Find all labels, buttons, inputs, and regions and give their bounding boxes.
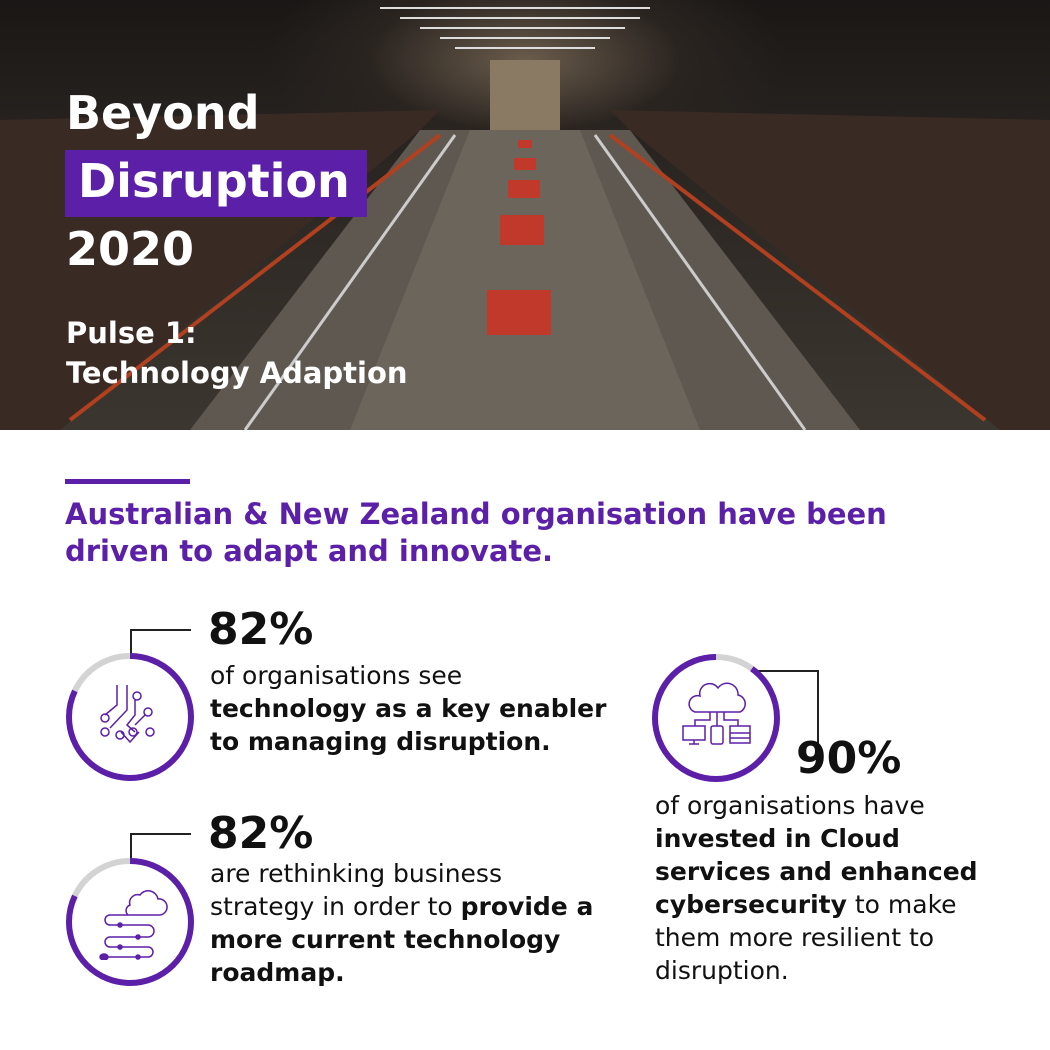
section-heading: Australian & New Zealand organisation ha… xyxy=(65,497,887,568)
stat-text-tail: to make them more resilient to disruptio… xyxy=(655,890,957,985)
ring-fill xyxy=(66,653,194,781)
pulse-label: Pulse 1: xyxy=(66,316,197,350)
hero-banner: Beyond Disruption 2020 Pulse 1: Technolo… xyxy=(0,0,1050,430)
progress-ring xyxy=(66,858,194,986)
progress-ring xyxy=(652,654,780,782)
stat-description: of organisations see technology as a key… xyxy=(210,659,610,758)
connector-line xyxy=(130,833,191,860)
ring-fill xyxy=(652,654,780,782)
stat-percent: 90% xyxy=(796,733,902,784)
cloud-devices-icon xyxy=(682,682,751,745)
accent-rule xyxy=(65,479,190,484)
connector-line xyxy=(130,629,191,656)
progress-ring xyxy=(66,653,194,781)
stat-text: are rethinking business strategy in orde… xyxy=(210,859,502,921)
stat-text: of organisations have xyxy=(655,791,925,820)
pulse-topic: Technology Adaption xyxy=(66,356,408,390)
title-year: 2020 xyxy=(66,222,195,276)
stat-text-bold: technology as a key enabler to managing … xyxy=(210,694,607,756)
stat-description: of organisations have invested in Cloud … xyxy=(655,789,995,987)
stat-text-bold: invested in Cloud services and enhanced … xyxy=(655,824,978,919)
stat-description: are rethinking business strategy in orde… xyxy=(210,857,600,989)
stat-percent: 82% xyxy=(208,604,314,655)
stat-text: of organisations see xyxy=(210,661,463,690)
ring-fill xyxy=(66,858,194,986)
cloud-roadmap-icon xyxy=(99,890,168,960)
title-line-1: Beyond xyxy=(66,86,260,140)
title-line-2: Disruption xyxy=(78,154,350,208)
connector-line xyxy=(757,670,819,756)
circuit-icon xyxy=(100,685,155,744)
stat-percent: 82% xyxy=(208,808,314,859)
stat-text-bold: provide a more current technology roadma… xyxy=(210,892,594,987)
title-highlight xyxy=(65,150,367,217)
